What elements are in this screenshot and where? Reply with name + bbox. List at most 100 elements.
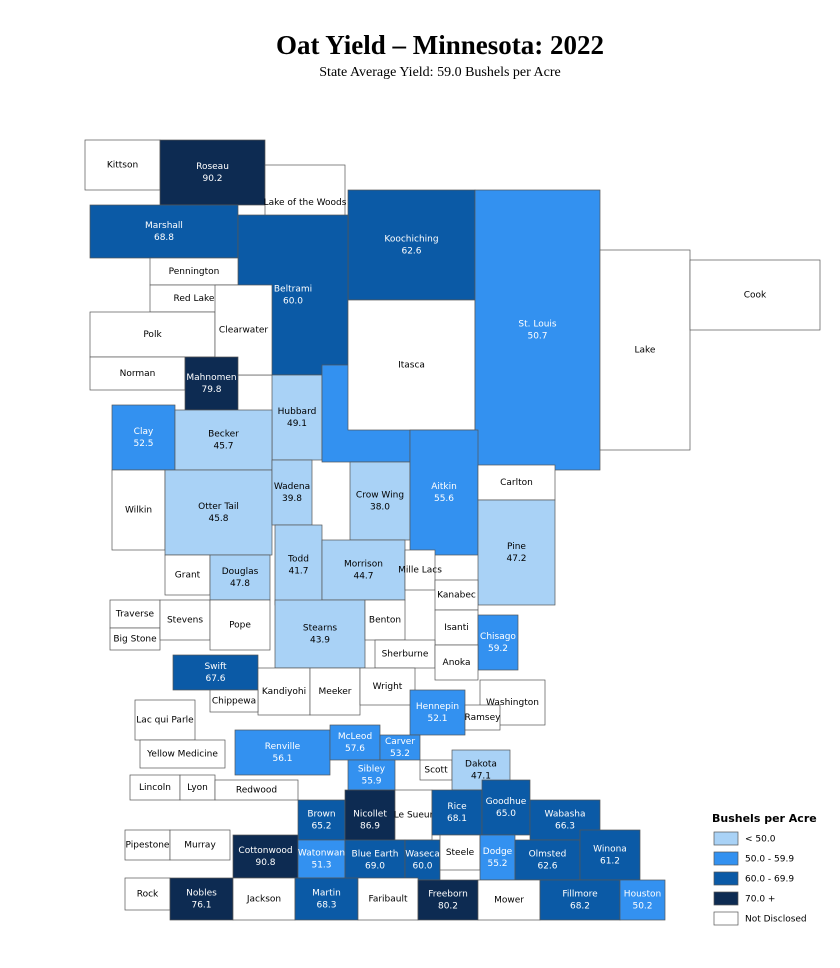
county-name: Kittson	[107, 161, 138, 171]
county	[404, 839, 441, 881]
county	[271, 459, 313, 526]
county	[347, 189, 476, 301]
county-value: 90.8	[255, 858, 275, 868]
county-value: 39.8	[282, 494, 302, 504]
county	[274, 524, 323, 606]
county	[514, 839, 581, 881]
county	[297, 799, 346, 841]
county	[439, 834, 481, 871]
county-value: 47.8	[230, 579, 250, 589]
county	[359, 667, 416, 706]
county	[232, 834, 299, 879]
county-name: Chisago	[480, 632, 516, 642]
county-name: Nicollet	[353, 810, 387, 820]
county-name: Murray	[184, 841, 216, 851]
county	[477, 499, 556, 606]
county	[579, 829, 641, 881]
county-value: 43.9	[310, 636, 330, 646]
county-value: 45.7	[213, 442, 233, 452]
county	[209, 689, 259, 713]
county	[434, 644, 479, 681]
county-name: Grant	[175, 571, 201, 581]
county	[347, 759, 396, 791]
county-name: Lake	[635, 346, 656, 356]
county	[477, 879, 541, 921]
county-name: Steele	[446, 848, 475, 858]
county-map: Kittson Roseau 90.2 Lake of the Woods Marsha…	[84, 139, 821, 921]
county	[184, 356, 239, 411]
county-name: Wadena	[274, 482, 310, 492]
county-value: 90.2	[202, 174, 222, 184]
county-value: 55.9	[361, 777, 381, 787]
county	[329, 724, 381, 761]
county-name: Mower	[494, 896, 524, 906]
county-name: Crow Wing	[356, 491, 404, 501]
county	[349, 461, 411, 541]
county	[172, 654, 259, 691]
county-name: Norman	[120, 369, 156, 379]
county-value: 57.6	[345, 744, 365, 754]
county-name: Aitkin	[431, 482, 457, 492]
county-value: 53.2	[390, 749, 410, 759]
county-name: Scott	[424, 766, 448, 776]
county-name: Wright	[373, 682, 403, 692]
county-name: Wabasha	[545, 810, 586, 820]
county	[109, 599, 161, 629]
county-name: Benton	[369, 616, 401, 626]
county	[149, 257, 239, 286]
county-value: 61.2	[600, 857, 620, 867]
county-name: St. Louis	[518, 320, 557, 330]
county	[479, 834, 516, 881]
county-name: Rock	[137, 890, 159, 900]
county	[164, 554, 211, 596]
county-value: 56.1	[272, 754, 292, 764]
county	[689, 259, 821, 331]
county-value: 38.0	[370, 503, 390, 513]
county	[214, 779, 299, 801]
county	[89, 311, 216, 358]
county-name: Roseau	[196, 162, 229, 172]
legend-swatch	[713, 911, 739, 926]
county-name: Martin	[312, 889, 341, 899]
county	[84, 139, 161, 191]
county-value: 47.1	[471, 772, 491, 782]
county-value: 52.1	[427, 714, 447, 724]
county-value: 65.2	[311, 822, 331, 832]
county	[164, 469, 273, 556]
county	[169, 829, 231, 861]
county-name: Yellow Medicine	[146, 750, 218, 760]
county-name: Becker	[208, 430, 239, 440]
county-name: Sherburne	[382, 650, 429, 660]
county-name: Anoka	[443, 658, 471, 668]
county-value: 66.3	[555, 822, 575, 832]
county-name: Goodhue	[486, 797, 527, 807]
county-name: Stearns	[303, 624, 338, 634]
county	[209, 599, 271, 651]
county-name: Watonwan	[298, 849, 345, 859]
county	[474, 189, 601, 471]
legend-label: < 50.0	[745, 835, 776, 845]
county	[321, 539, 406, 601]
county-name: Olmsted	[529, 850, 567, 860]
subtitle: State Average Yield: 59.0 Bushels per Ac…	[319, 65, 560, 80]
county-name: Lac qui Parle	[136, 716, 194, 726]
county-name: Cottonwood	[238, 846, 292, 856]
county-value: 50.7	[527, 332, 547, 342]
county-name: Dakota	[465, 760, 497, 770]
county-name: Clay	[134, 427, 154, 437]
county-value: 41.7	[288, 567, 308, 577]
county	[129, 774, 181, 801]
county-name: Renville	[265, 742, 301, 752]
legend-label: 50.0 - 59.9	[745, 855, 794, 865]
county-value: 52.5	[133, 439, 153, 449]
county	[409, 689, 466, 736]
county-name: Blue Earth	[352, 850, 399, 860]
county-value: 51.3	[311, 861, 331, 871]
county	[409, 429, 479, 556]
county-name: Faribault	[368, 895, 407, 905]
county-name: Nobles	[186, 889, 217, 899]
county-name: Le Sueur	[394, 811, 434, 821]
county-name: Hubbard	[278, 407, 317, 417]
county	[297, 839, 346, 879]
